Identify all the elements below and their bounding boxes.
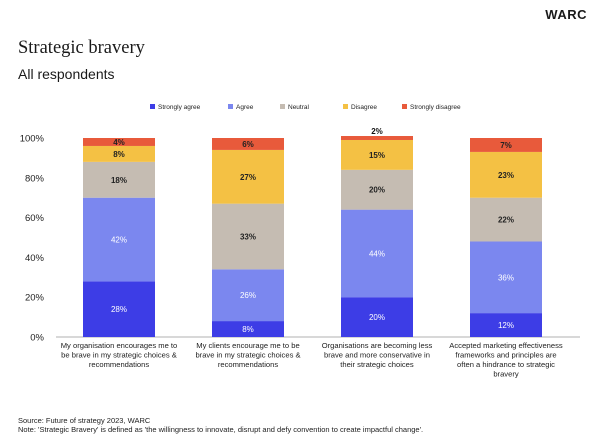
data-label: 8% (113, 150, 125, 159)
data-label: 23% (498, 171, 514, 180)
y-tick-label: 0% (30, 333, 44, 344)
bar-segment (83, 281, 155, 337)
category-label: My organisation encourages me to (61, 341, 178, 350)
y-tick-label: 100% (20, 134, 45, 145)
category-label: brave in my strategic choices & (195, 351, 300, 360)
data-label: 20% (369, 313, 385, 322)
data-label: 26% (240, 291, 256, 300)
bar-segment (341, 169, 413, 210)
legend-label: Agree (236, 104, 254, 111)
legend-label: Strongly agree (158, 104, 201, 111)
bar-segment (470, 138, 542, 152)
legend-label: Neutral (288, 104, 310, 111)
data-label: 33% (240, 233, 256, 242)
bar-segment (212, 149, 284, 204)
legend-swatch (402, 104, 407, 109)
data-label: 12% (498, 321, 514, 330)
bar-segment (83, 145, 155, 162)
chart-title: Strategic bravery (18, 38, 145, 58)
category-label: be brave in my strategic choices & (61, 351, 177, 360)
bar-segment (212, 203, 284, 270)
warc-logo: WARC (545, 7, 587, 22)
category-label: recommendations (218, 360, 279, 369)
data-label: 20% (369, 186, 385, 195)
bar-segment (470, 197, 542, 242)
bar-segment (212, 269, 284, 322)
bar-segment (341, 297, 413, 337)
category-label: Organisations are becoming less (322, 341, 433, 350)
legend-swatch (150, 104, 155, 109)
category-label: their strategic choices (340, 360, 414, 369)
legend-swatch (228, 104, 233, 109)
bar-segment (83, 138, 155, 146)
category-label: frameworks and principles are (455, 351, 556, 360)
data-label: 18% (111, 176, 127, 185)
chart-subtitle: All respondents (18, 66, 115, 82)
bar-segment (470, 151, 542, 198)
bar-segment (341, 139, 413, 170)
bar-segment (212, 321, 284, 337)
legend-label: Strongly disagree (410, 104, 461, 111)
category-label: often a hindrance to strategic (457, 360, 555, 369)
category-label: recommendations (89, 360, 150, 369)
data-label: 27% (240, 173, 256, 182)
y-tick-label: 80% (25, 173, 45, 184)
legend-swatch (343, 104, 348, 109)
bar-segment (341, 209, 413, 298)
data-label: 44% (369, 249, 385, 258)
data-label: 4% (113, 138, 125, 147)
data-label: 22% (498, 216, 514, 225)
bar-segment (83, 161, 155, 198)
definition-note: Note: 'Strategic Bravery' is defined as … (18, 425, 424, 434)
y-tick-label: 60% (25, 213, 45, 224)
data-label: 42% (111, 235, 127, 244)
category-label: brave and more conservative in (324, 351, 430, 360)
category-label: My clients encourage me to be (196, 341, 299, 350)
data-label: 2% (371, 127, 383, 136)
bar-segment (83, 197, 155, 282)
data-label: 6% (242, 140, 254, 149)
bar-segment (470, 313, 542, 337)
bar-segment (341, 136, 413, 140)
data-label: 28% (111, 305, 127, 314)
y-tick-label: 40% (25, 253, 45, 264)
y-tick-label: 20% (25, 293, 45, 304)
data-label: 8% (242, 325, 254, 334)
category-label: Accepted marketing effectiveness (449, 341, 563, 350)
bar-segment (470, 241, 542, 314)
data-label: 7% (500, 141, 512, 150)
legend-label: Disagree (351, 104, 377, 111)
data-label: 15% (369, 151, 385, 160)
source-note: Source: Future of strategy 2023, WARC (18, 416, 151, 425)
data-label: 36% (498, 273, 514, 282)
legend-swatch (280, 104, 285, 109)
bar-segment (212, 138, 284, 150)
category-label: bravery (493, 370, 519, 379)
